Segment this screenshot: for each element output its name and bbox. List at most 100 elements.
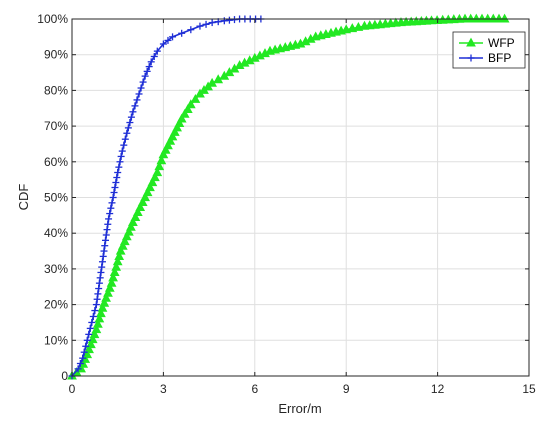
wfp-marker xyxy=(93,318,103,328)
bfp-marker xyxy=(106,210,114,218)
bfp-marker xyxy=(159,40,167,48)
bfp-marker xyxy=(97,268,105,276)
wfp-marker xyxy=(174,118,185,127)
tick-labels: 0 3 6 9 12 15 0 10% 20% 30% 40% 50% 60% 70% 80% 90% 100% xyxy=(37,12,536,396)
wfp-marker xyxy=(121,231,132,241)
series-layer xyxy=(67,13,510,380)
wfp-marker xyxy=(109,267,120,277)
bfp-marker xyxy=(164,36,172,44)
wfp-marker xyxy=(111,261,122,271)
wfp-marker xyxy=(172,122,182,132)
bfp-marker xyxy=(80,348,88,356)
bfp-marker xyxy=(107,204,115,212)
bfp-marker xyxy=(112,179,120,187)
wfp-marker xyxy=(104,282,115,292)
y-tick-label: 70% xyxy=(44,119,68,133)
wfp-marker xyxy=(176,113,187,123)
x-axis-label: Error/m xyxy=(278,401,321,416)
wfp-marker xyxy=(179,108,190,118)
y-tick-label: 40% xyxy=(44,226,68,240)
bfp-marker xyxy=(143,67,151,75)
wfp-series xyxy=(67,13,510,380)
y-tick-label: 20% xyxy=(44,298,68,312)
wfp-marker xyxy=(167,131,178,141)
wfp-marker xyxy=(103,287,113,297)
wfp-marker xyxy=(185,99,196,109)
bfp-marker xyxy=(153,47,161,55)
bfp-marker xyxy=(118,147,126,155)
bfp-marker xyxy=(115,163,123,171)
bfp-marker xyxy=(82,342,90,350)
wfp-marker xyxy=(128,217,138,227)
y-axis-label: CDF xyxy=(16,184,31,211)
bfp-marker xyxy=(129,108,137,116)
bfp-marker xyxy=(111,184,119,192)
bfp-marker xyxy=(135,90,143,98)
bfp-marker xyxy=(104,220,112,228)
wfp-marker xyxy=(466,37,476,47)
bfp-marker xyxy=(141,72,149,80)
bfp-marker xyxy=(98,258,106,266)
y-tick-label: 60% xyxy=(44,155,68,169)
bfp-marker xyxy=(102,236,110,244)
bfp-marker xyxy=(467,54,475,62)
wfp-marker xyxy=(84,344,94,354)
bfp-marker xyxy=(95,279,103,287)
bfp-marker xyxy=(116,158,124,166)
bfp-marker xyxy=(108,199,116,207)
wfp-marker xyxy=(101,292,111,302)
bfp-marker xyxy=(117,152,125,160)
x-tick-label: 0 xyxy=(69,382,76,396)
wfp-marker xyxy=(158,149,169,159)
y-tick-label: 50% xyxy=(44,191,68,205)
y-tick-label: 100% xyxy=(37,12,68,26)
bfp-marker xyxy=(126,119,134,127)
bfp-marker xyxy=(123,129,131,137)
bfp-marker xyxy=(121,135,129,143)
wfp-marker xyxy=(132,207,143,217)
bfp-marker xyxy=(101,242,109,250)
bfp-marker xyxy=(113,174,121,182)
wfp-marker xyxy=(152,167,163,177)
x-tick-label: 6 xyxy=(251,382,258,396)
bfp-marker xyxy=(86,324,94,332)
bfp-marker xyxy=(109,194,117,201)
x-tick-label: 12 xyxy=(431,382,445,396)
wfp-marker xyxy=(169,126,180,136)
wfp-marker xyxy=(97,302,108,312)
wfp-marker xyxy=(126,221,136,231)
wfp-marker xyxy=(130,212,141,222)
bfp-marker xyxy=(85,330,93,338)
bfp-marker xyxy=(76,360,84,368)
bfp-marker xyxy=(100,247,108,255)
wfp-marker xyxy=(96,308,106,318)
bfp-marker xyxy=(187,26,195,34)
bfp-marker xyxy=(139,78,147,86)
bfp-marker xyxy=(105,215,113,223)
bfp-marker xyxy=(92,301,100,309)
bfp-marker xyxy=(137,84,145,92)
bfp-marker xyxy=(131,102,139,110)
bfp-legend-label: BFP xyxy=(488,51,511,65)
bfp-marker xyxy=(93,295,101,303)
bfp-marker xyxy=(133,96,141,104)
bfp-marker xyxy=(110,189,118,197)
wfp-marker xyxy=(135,202,146,212)
bfp-marker xyxy=(120,141,128,149)
bfp-marker xyxy=(88,318,96,326)
bfp-marker xyxy=(169,33,177,41)
y-tick-label: 0 xyxy=(61,369,68,383)
wfp-marker xyxy=(156,155,167,165)
wfp-marker xyxy=(119,236,130,246)
x-tick-label: 9 xyxy=(343,382,350,396)
wfp-marker xyxy=(142,187,153,197)
bfp-marker xyxy=(89,313,97,320)
bfp-marker xyxy=(124,124,132,132)
wfp-marker xyxy=(82,349,93,359)
legend-box xyxy=(452,31,526,69)
wfp-marker xyxy=(150,172,160,182)
wfp-marker xyxy=(160,144,171,154)
wfp-marker xyxy=(137,197,148,207)
wfp-marker xyxy=(89,329,100,339)
bfp-marker xyxy=(150,52,158,60)
